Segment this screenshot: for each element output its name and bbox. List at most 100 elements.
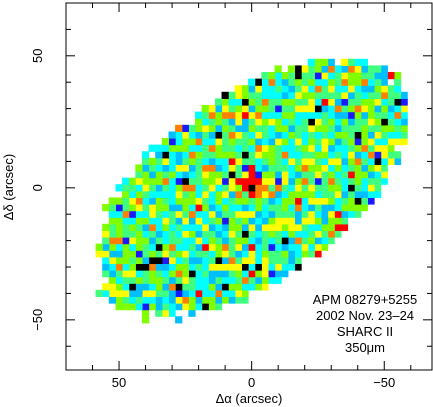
map-pixel [267, 250, 276, 258]
map-pixel [327, 111, 335, 119]
map-pixel [261, 131, 269, 139]
map-pixel [314, 230, 322, 238]
map-pixel [155, 270, 163, 278]
map-pixel [181, 210, 189, 218]
map-pixel [201, 256, 209, 265]
map-pixel [135, 223, 143, 232]
map-pixel [380, 78, 388, 86]
map-pixel [234, 256, 243, 265]
map-pixel [307, 217, 315, 225]
map-pixel [201, 118, 209, 126]
map-pixel [221, 270, 229, 278]
map-pixel [374, 72, 382, 80]
map-pixel [360, 204, 368, 212]
map-pixel [214, 276, 223, 284]
map-pixel [141, 190, 150, 199]
map-pixel [267, 171, 276, 179]
map-pixel [234, 270, 243, 278]
map-pixel [248, 105, 256, 113]
map-pixel [201, 296, 209, 304]
map-pixel [267, 237, 276, 245]
map-pixel [221, 91, 229, 100]
map-pixel [175, 289, 183, 298]
map-pixel [301, 78, 309, 86]
map-pixel [188, 138, 196, 146]
map-pixel [201, 164, 209, 172]
map-pixel [248, 283, 256, 291]
map-pixel [380, 171, 388, 179]
map-pixel [188, 289, 196, 298]
map-pixel [320, 144, 329, 152]
map-pixel [241, 217, 249, 225]
map-pixel [168, 283, 176, 291]
heatmap-pixels [95, 58, 408, 324]
map-pixel [334, 171, 342, 179]
map-pixel [115, 217, 123, 225]
map-pixel [307, 151, 315, 159]
map-pixel [168, 190, 176, 199]
map-pixel [208, 204, 216, 212]
map-pixel [294, 190, 302, 199]
map-pixel [155, 164, 163, 172]
map-pixel [267, 223, 276, 232]
map-pixel [354, 171, 362, 179]
map-pixel [301, 184, 309, 192]
map-pixel [314, 111, 322, 119]
map-pixel [208, 237, 216, 245]
map-pixel [201, 151, 209, 159]
map-pixel [148, 237, 156, 245]
map-pixel [314, 65, 322, 73]
map-pixel [115, 250, 123, 258]
map-pixel [301, 157, 309, 166]
map-pixel [228, 131, 236, 139]
map-pixel [334, 210, 342, 218]
map-pixel [208, 105, 216, 113]
map-pixel [214, 171, 223, 179]
map-pixel [340, 197, 349, 205]
map-pixel [254, 124, 262, 133]
map-pixel [360, 118, 368, 126]
map-pixel [294, 237, 302, 245]
map-pixel [188, 270, 196, 278]
map-pixel [135, 177, 143, 185]
map-pixel [241, 256, 249, 265]
map-pixel [248, 124, 256, 133]
map-pixel [360, 85, 368, 93]
map-pixel [374, 164, 382, 172]
map-pixel [108, 204, 117, 212]
map-pixel [175, 263, 183, 271]
map-pixel [228, 177, 236, 185]
map-pixel [327, 237, 335, 245]
map-pixel [287, 131, 296, 139]
map-pixel [254, 204, 262, 212]
map-pixel [274, 105, 282, 113]
map-pixel [287, 177, 296, 185]
map-pixel [141, 256, 150, 265]
map-pixel [307, 98, 315, 106]
map-pixel [374, 177, 382, 185]
map-pixel [135, 217, 143, 225]
map-pixel [301, 124, 309, 133]
map-pixel [307, 157, 315, 166]
map-pixel [334, 197, 342, 205]
map-pixel [254, 243, 262, 251]
map-pixel [181, 283, 189, 291]
map-pixel [228, 164, 236, 172]
map-pixel [208, 283, 216, 291]
map-pixel [294, 78, 302, 86]
map-pixel [281, 237, 289, 245]
map-pixel [354, 131, 362, 139]
map-pixel [175, 296, 183, 304]
map-pixel [175, 190, 183, 199]
map-pixel [261, 105, 269, 113]
map-pixel [188, 204, 196, 212]
map-pixel [267, 204, 276, 212]
map-pixel [141, 243, 150, 251]
map-pixel [122, 256, 130, 265]
map-pixel [221, 204, 229, 212]
map-pixel [281, 184, 289, 192]
map-pixel [354, 72, 362, 80]
map-pixel [281, 190, 289, 199]
map-pixel [307, 138, 315, 146]
map-pixel [281, 85, 289, 93]
